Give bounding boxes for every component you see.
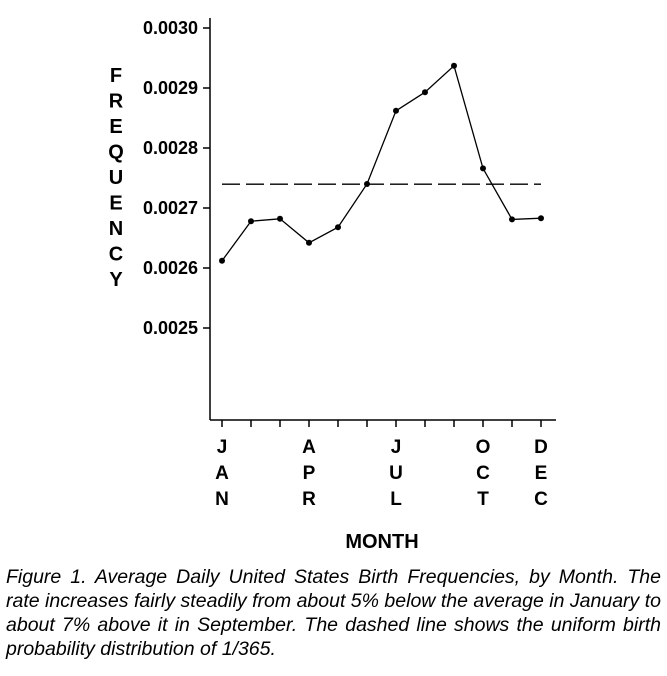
data-point [248, 218, 254, 225]
data-point [306, 239, 312, 246]
figure-caption: Figure 1. Average Daily United States Bi… [6, 565, 661, 661]
data-point [335, 224, 341, 231]
y-tick-label: 0.0030 [143, 18, 198, 38]
axis-titles: F R E Q U E N C Y MONTH [108, 65, 418, 553]
caption-label: Figure 1. [6, 566, 87, 588]
y-tick-label: 0.0026 [143, 258, 198, 278]
y-tick-label: 0.0025 [143, 318, 198, 338]
y-tick-label: 0.0029 [143, 78, 198, 98]
data-point [480, 165, 486, 172]
data-point [393, 107, 399, 114]
data-point [509, 216, 515, 223]
y-tick-label: 0.0028 [143, 138, 198, 158]
data-point [219, 257, 225, 264]
y-tick-label: 0.0027 [143, 198, 198, 218]
data-point [422, 89, 428, 96]
caption-text: Average Daily United States Birth Freque… [6, 566, 661, 660]
data-point [451, 62, 457, 69]
y-ticks: 0.0030 0.0029 0.0028 0.0027 0.0026 0.0025 [143, 18, 210, 338]
data-point [538, 215, 544, 222]
x-ticks: J A N A P R J U L O C T D E C [215, 420, 548, 510]
data-point [277, 215, 283, 222]
x-axis-title: MONTH [345, 531, 418, 553]
birth-frequency-line [221, 64, 542, 262]
series [219, 62, 544, 264]
axes [209, 18, 556, 421]
